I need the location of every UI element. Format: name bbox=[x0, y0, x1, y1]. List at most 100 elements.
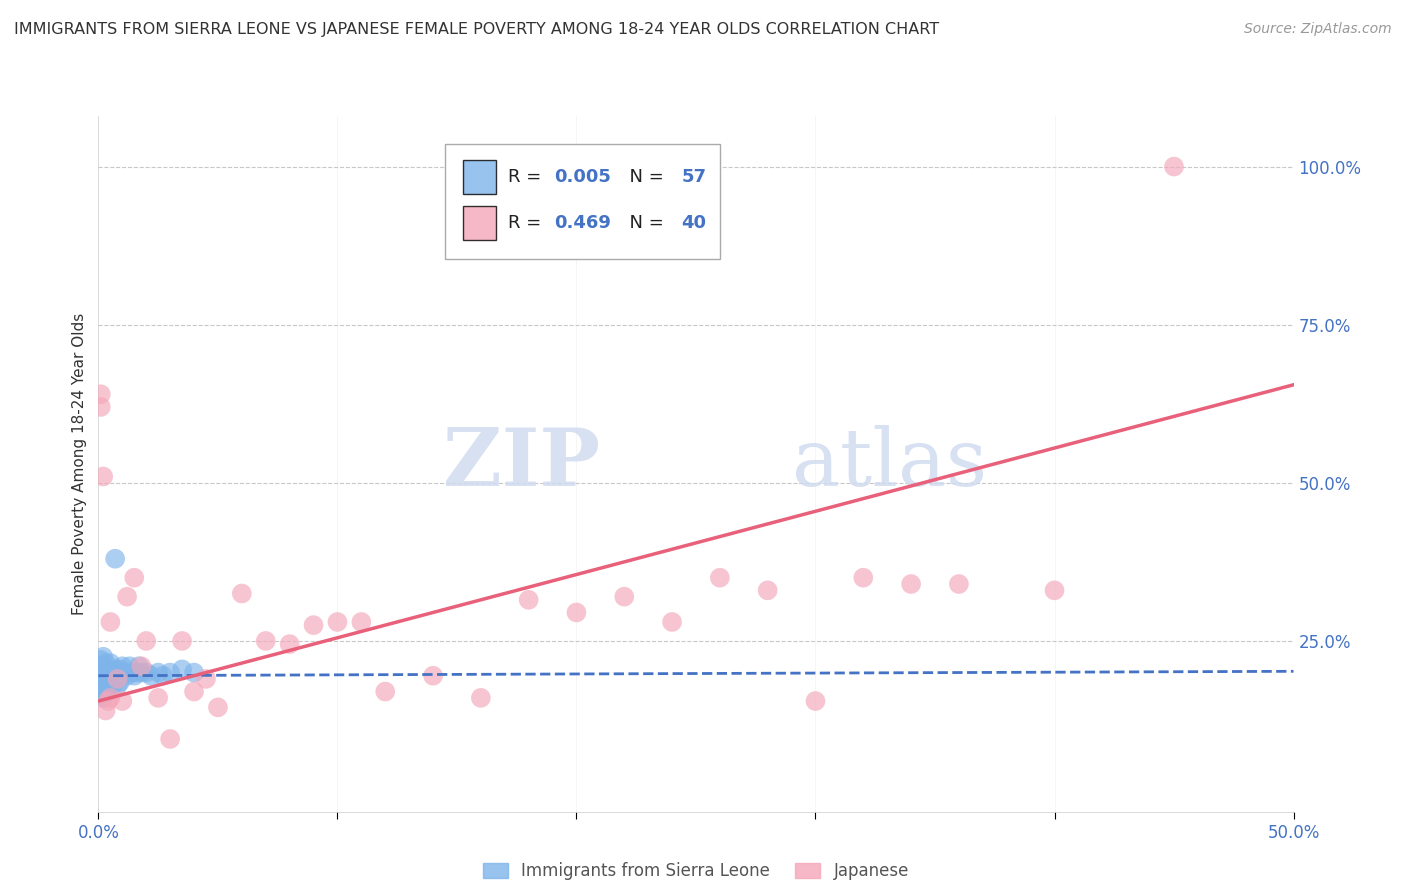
Point bbox=[90, 669, 112, 683]
Point bbox=[97, 665, 120, 680]
Point bbox=[107, 665, 129, 680]
Point bbox=[104, 662, 127, 676]
Point bbox=[148, 665, 170, 680]
Point bbox=[121, 665, 143, 680]
Point bbox=[98, 690, 122, 705]
Point bbox=[326, 615, 349, 629]
Point bbox=[207, 700, 229, 714]
FancyBboxPatch shape bbox=[444, 144, 720, 259]
Point bbox=[90, 400, 112, 414]
Point bbox=[91, 672, 114, 686]
Point bbox=[124, 571, 146, 585]
Text: 57: 57 bbox=[682, 169, 707, 186]
Point bbox=[94, 675, 117, 690]
Point bbox=[104, 669, 127, 683]
Point bbox=[97, 684, 120, 698]
Point bbox=[183, 665, 205, 680]
Point bbox=[101, 672, 124, 686]
Text: IMMIGRANTS FROM SIERRA LEONE VS JAPANESE FEMALE POVERTY AMONG 18-24 YEAR OLDS CO: IMMIGRANTS FROM SIERRA LEONE VS JAPANESE… bbox=[14, 22, 939, 37]
Point bbox=[90, 681, 112, 696]
Point bbox=[1043, 583, 1066, 598]
Point bbox=[98, 656, 122, 670]
Point bbox=[131, 665, 153, 680]
Point bbox=[94, 681, 117, 696]
Y-axis label: Female Poverty Among 18-24 Year Olds: Female Poverty Among 18-24 Year Olds bbox=[72, 313, 87, 615]
Point bbox=[90, 678, 112, 692]
Point bbox=[278, 637, 301, 651]
Point bbox=[94, 656, 117, 670]
Point bbox=[125, 665, 148, 680]
Text: ZIP: ZIP bbox=[443, 425, 600, 503]
Point bbox=[115, 590, 138, 604]
Point bbox=[111, 659, 134, 673]
Point bbox=[91, 678, 114, 692]
Point bbox=[91, 684, 114, 698]
Point bbox=[108, 669, 131, 683]
Point bbox=[565, 606, 588, 620]
Point bbox=[804, 694, 827, 708]
FancyBboxPatch shape bbox=[463, 206, 496, 240]
Point bbox=[254, 634, 277, 648]
Point bbox=[98, 615, 122, 629]
Point bbox=[111, 665, 134, 680]
Point bbox=[97, 672, 120, 686]
Point bbox=[90, 387, 112, 401]
Point bbox=[90, 659, 112, 673]
Point bbox=[108, 675, 131, 690]
Point bbox=[104, 551, 127, 566]
Point bbox=[98, 675, 122, 690]
Point bbox=[91, 690, 114, 705]
Point bbox=[517, 592, 540, 607]
Text: R =: R = bbox=[509, 214, 547, 232]
Point bbox=[159, 665, 181, 680]
Point bbox=[90, 688, 112, 702]
Point bbox=[87, 681, 110, 696]
Point bbox=[852, 571, 875, 585]
Point bbox=[1163, 160, 1185, 174]
Point bbox=[135, 665, 157, 680]
Point bbox=[135, 634, 157, 648]
Text: N =: N = bbox=[619, 214, 669, 232]
Point bbox=[350, 615, 373, 629]
Point bbox=[124, 669, 146, 683]
Point bbox=[107, 678, 129, 692]
Point bbox=[183, 684, 205, 698]
Point bbox=[470, 690, 492, 705]
Point bbox=[302, 618, 325, 632]
Point bbox=[90, 653, 112, 667]
Text: 40: 40 bbox=[682, 214, 707, 232]
Point bbox=[709, 571, 731, 585]
Point bbox=[87, 669, 110, 683]
Point bbox=[172, 634, 194, 648]
Point bbox=[101, 678, 124, 692]
Point bbox=[87, 675, 110, 690]
Point bbox=[91, 469, 114, 483]
Point bbox=[948, 577, 970, 591]
Point bbox=[108, 662, 131, 676]
Point bbox=[91, 665, 114, 680]
Point bbox=[94, 662, 117, 676]
Point bbox=[107, 672, 129, 686]
Legend: Immigrants from Sierra Leone, Japanese: Immigrants from Sierra Leone, Japanese bbox=[477, 855, 915, 887]
Text: Source: ZipAtlas.com: Source: ZipAtlas.com bbox=[1244, 22, 1392, 37]
Text: 0.469: 0.469 bbox=[554, 214, 610, 232]
Point bbox=[231, 586, 253, 600]
Point bbox=[107, 672, 129, 686]
Point bbox=[118, 659, 141, 673]
Point bbox=[152, 669, 174, 683]
Point bbox=[374, 684, 396, 698]
Point bbox=[97, 678, 120, 692]
Text: atlas: atlas bbox=[792, 425, 987, 503]
Point bbox=[91, 649, 114, 664]
Point bbox=[97, 694, 120, 708]
Point bbox=[159, 731, 181, 746]
Text: R =: R = bbox=[509, 169, 547, 186]
Point bbox=[172, 662, 194, 676]
Point bbox=[91, 675, 114, 690]
FancyBboxPatch shape bbox=[463, 161, 496, 194]
Text: 0.005: 0.005 bbox=[554, 169, 610, 186]
Point bbox=[148, 690, 170, 705]
Point bbox=[422, 669, 444, 683]
Point bbox=[128, 659, 150, 673]
Point bbox=[131, 659, 153, 673]
